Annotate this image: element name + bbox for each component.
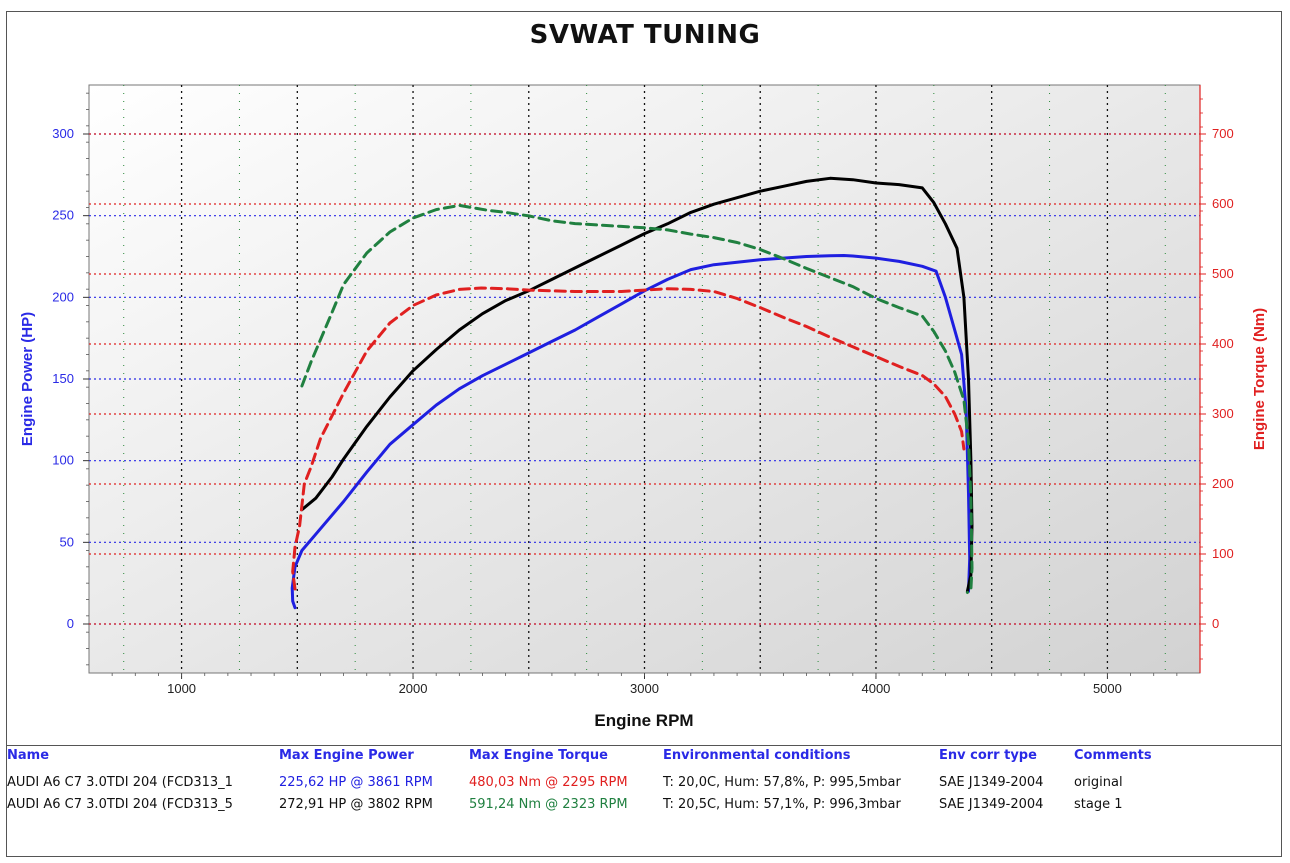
legend-row-2-corr: SAE J1349-2004: [939, 797, 1044, 812]
legend-header-name: Name: [7, 748, 50, 763]
x-axis-label: Engine RPM: [594, 711, 693, 730]
legend-row-2-name: AUDI A6 C7 3.0TDI 204 (FCD313_5: [7, 797, 233, 812]
dyno-chart: 1000 2000 3000 4000 500005010015020025030001…: [19, 84, 1268, 730]
series-line-3: [291, 286, 966, 591]
series-line-4: [300, 203, 974, 594]
legend-row-2-env: T: 20,5C, Hum: 57,1%, P: 996,3mbar: [663, 797, 901, 812]
legend-row-1-env: T: 20,0C, Hum: 57,8%, P: 995,5mbar: [663, 775, 901, 790]
y-right-tick-label: 500: [1212, 266, 1234, 281]
y-right-tick-label: 100: [1212, 546, 1234, 561]
legend-header-comments: Comments: [1074, 748, 1152, 763]
y-right-tick-label: 700: [1212, 126, 1234, 141]
legend-header-power: Max Engine Power: [279, 748, 414, 763]
x-tick-label: 4000: [861, 681, 890, 696]
legend-row-2-torque: 591,24 Nm @ 2323 RPM: [469, 797, 628, 812]
x-tick-label: 2000: [399, 681, 428, 696]
y-right-tick-label: 200: [1212, 476, 1234, 491]
x-tick-label: 3000: [630, 681, 659, 696]
y-right-tick-label: 300: [1212, 406, 1234, 421]
legend-table: Name Max Engine Power Max Engine Torque …: [7, 745, 1281, 857]
legend-header-corr: Env corr type: [939, 748, 1037, 763]
y-left-tick-label: 300: [52, 126, 74, 141]
legend-row-1-comment: original: [1074, 775, 1123, 790]
y-right-tick-label: 400: [1212, 336, 1234, 351]
y-left-tick-label: 150: [52, 371, 74, 386]
legend-row-2-comment: stage 1: [1074, 797, 1123, 812]
y-left-tick-label: 100: [52, 453, 74, 468]
x-tick-label: 1000: [167, 681, 196, 696]
legend-row-1-corr: SAE J1349-2004: [939, 775, 1044, 790]
y-left-tick-label: 0: [67, 616, 74, 631]
series-group: [290, 176, 974, 610]
legend-header-torque: Max Engine Torque: [469, 748, 608, 763]
legend-row-1-name: AUDI A6 C7 3.0TDI 204 (FCD313_1: [7, 775, 233, 790]
legend-row-2-power: 272,91 HP @ 3802 RPM: [279, 797, 433, 812]
series-line-2: [300, 176, 974, 593]
y-right-tick-label: 0: [1212, 616, 1219, 631]
y-left-tick-label: 50: [60, 534, 74, 549]
y-axis-left-label: Engine Power (HP): [19, 312, 36, 446]
y-right-tick-label: 600: [1212, 196, 1234, 211]
x-tick-label: 5000: [1093, 681, 1122, 696]
series-line-1: [290, 254, 972, 610]
legend-header-env: Environmental conditions: [663, 748, 851, 763]
y-left-tick-label: 250: [52, 208, 74, 223]
legend-row-1-torque: 480,03 Nm @ 2295 RPM: [469, 775, 628, 790]
chart-title: SVWAT TUNING: [529, 20, 761, 50]
grid: [89, 85, 1200, 673]
y-left-tick-label: 200: [52, 289, 74, 304]
y-axis-right-label: Engine Torque (Nm): [1251, 308, 1268, 450]
axes: 1000 2000 3000 4000 500005010015020025030001…: [52, 85, 1234, 696]
legend-row-1-power: 225,62 HP @ 3861 RPM: [279, 775, 433, 790]
